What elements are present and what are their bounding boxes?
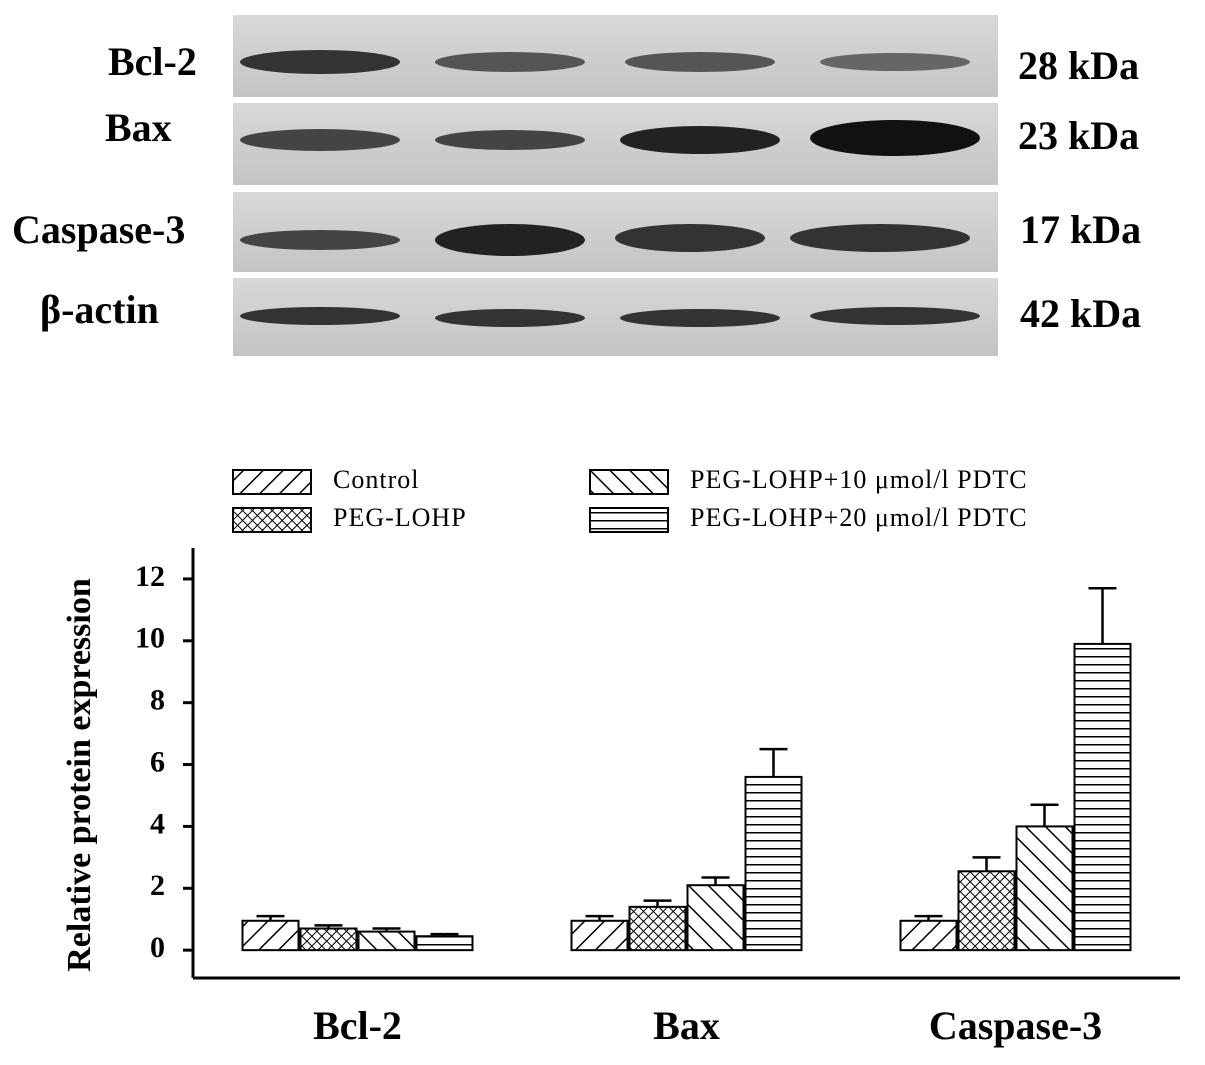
protein-label: Bax (105, 105, 172, 150)
error-bar (1030, 803, 1059, 827)
error-bar (585, 914, 614, 921)
bar (628, 905, 687, 952)
y-tick-label: 10 (135, 622, 165, 655)
legend-label: PEG-LOHP+20 μmol/l PDTC (690, 503, 1028, 532)
y-tick-label: 8 (150, 684, 165, 717)
y-tick-label: 4 (150, 807, 165, 840)
legend-swatch (589, 469, 669, 495)
bar (899, 919, 958, 952)
legend-swatch (232, 507, 312, 533)
size-label: 17 kDa (1020, 207, 1141, 252)
bar (957, 870, 1016, 952)
bar (686, 884, 745, 952)
protein-label: Bcl-2 (108, 39, 197, 84)
error-bar (701, 876, 730, 886)
bar (1073, 642, 1132, 952)
bar (570, 919, 629, 952)
y-tick-label: 6 (150, 745, 165, 778)
size-label: 23 kDa (1018, 113, 1139, 158)
error-bar (314, 924, 343, 929)
error-bar (643, 899, 672, 907)
legend-label: PEG-LOHP (333, 503, 467, 532)
legend-label: PEG-LOHP+10 μmol/l PDTC (690, 465, 1028, 494)
protein-label: β-actin (40, 287, 159, 332)
bar (744, 775, 803, 952)
protein-label: Caspase-3 (12, 207, 185, 252)
western-blot: Bcl-2 Bax Caspase-3 β-actin 28 kDa 23 kD… (12, 15, 1141, 356)
error-bar (972, 856, 1001, 872)
bar (1015, 825, 1074, 952)
error-bar (759, 747, 788, 777)
error-bar (372, 927, 401, 932)
y-tick-label: 12 (135, 560, 165, 593)
y-axis-label: Relative protein expression (61, 578, 98, 972)
legend-swatch (589, 507, 669, 533)
legend-label: Control (333, 465, 419, 494)
y-tick-label: 2 (150, 869, 165, 902)
bar (357, 930, 416, 952)
x-tick-label: Caspase-3 (929, 1003, 1102, 1048)
x-tick-label: Bax (653, 1003, 720, 1048)
bar (415, 935, 474, 952)
bands (240, 50, 980, 327)
error-bar (430, 932, 459, 937)
error-bar (256, 914, 285, 921)
error-bar (914, 914, 943, 921)
error-bar (1088, 586, 1117, 644)
x-tick-label: Bcl-2 (313, 1003, 402, 1048)
size-label: 42 kDa (1020, 291, 1141, 336)
legend-swatch (232, 469, 312, 495)
size-label: 28 kDa (1018, 43, 1139, 88)
y-tick-label: 0 (150, 931, 165, 964)
bar (299, 927, 358, 952)
bar (241, 919, 300, 952)
